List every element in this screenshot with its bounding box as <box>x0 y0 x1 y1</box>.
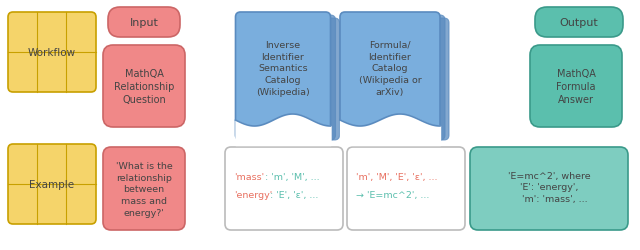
Text: → 'E=mc^2', ...: → 'E=mc^2', ... <box>356 191 429 200</box>
FancyBboxPatch shape <box>8 144 96 224</box>
FancyBboxPatch shape <box>535 8 623 38</box>
FancyBboxPatch shape <box>470 148 628 230</box>
Text: MathQA
Relationship
Question: MathQA Relationship Question <box>114 68 174 105</box>
FancyBboxPatch shape <box>225 148 343 230</box>
FancyBboxPatch shape <box>8 13 96 93</box>
FancyBboxPatch shape <box>530 46 622 128</box>
FancyBboxPatch shape <box>244 19 339 140</box>
Text: 'm', 'M', 'E', 'ε', ...: 'm', 'M', 'E', 'ε', ... <box>356 173 438 182</box>
FancyBboxPatch shape <box>236 13 330 140</box>
Text: MathQA
Formula
Answer: MathQA Formula Answer <box>556 68 596 105</box>
Text: Input: Input <box>129 18 159 28</box>
FancyBboxPatch shape <box>349 19 449 140</box>
FancyBboxPatch shape <box>241 16 335 140</box>
FancyBboxPatch shape <box>340 13 440 140</box>
Text: Inverse
Identifier
Semantics
Catalog
(Wikipedia): Inverse Identifier Semantics Catalog (Wi… <box>256 41 310 97</box>
Text: : 'E', 'ε', ...: : 'E', 'ε', ... <box>270 191 318 200</box>
FancyBboxPatch shape <box>347 148 465 230</box>
FancyBboxPatch shape <box>103 46 185 128</box>
Text: 'What is the
relationship
between
mass and
energy?': 'What is the relationship between mass a… <box>116 161 172 217</box>
Text: Workflow: Workflow <box>28 48 76 58</box>
Text: 'E=mc^2', where
'E': 'energy',
    'm': 'mass', ...: 'E=mc^2', where 'E': 'energy', 'm': 'mas… <box>508 171 590 203</box>
Text: Formula/
Identifier
Catalog
(Wikipedia or
arXiv): Formula/ Identifier Catalog (Wikipedia o… <box>358 41 421 97</box>
Text: 'mass': 'mass' <box>234 173 264 182</box>
FancyBboxPatch shape <box>103 148 185 230</box>
Text: 'energy': 'energy' <box>234 191 272 200</box>
Text: : 'm', 'M', ...: : 'm', 'M', ... <box>265 173 319 182</box>
Text: Output: Output <box>559 18 598 28</box>
FancyBboxPatch shape <box>345 16 445 140</box>
FancyBboxPatch shape <box>108 8 180 38</box>
Text: Example: Example <box>29 179 75 189</box>
